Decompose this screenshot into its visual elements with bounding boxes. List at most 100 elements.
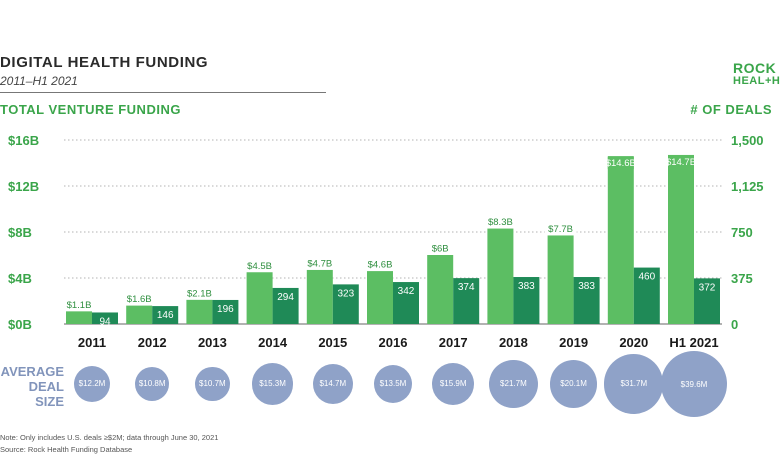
deals-data-label: 323 [337,288,354,299]
deals-data-label: 374 [458,282,475,293]
right-tick-label: 1,125 [731,179,764,194]
category-label: 2017 [439,335,468,350]
right-tick-label: 0 [731,317,738,332]
funding-data-label: $1.1B [67,300,92,311]
chart-title: DIGITAL HEALTH FUNDING [0,54,209,71]
funding-bar [126,305,153,324]
funding-bar [186,299,213,324]
funding-data-label: $1.6B [127,294,152,305]
deals-data-label: 196 [217,304,234,315]
avg-deal-size-bubble: $31.7M [604,354,664,414]
funding-chart: $0B $4B $8B $12B $16B 0 375 750 1,125 1,500 $1.1B 9… [8,133,764,350]
right-tick-label: 1,500 [731,133,764,148]
category-label: 2020 [619,335,648,350]
deals-bar [453,278,480,324]
funding-label-bg [484,215,517,228]
logo-text-bottom: HEAL+H [733,75,780,87]
left-tick-label: $8B [8,225,32,240]
avg-deal-size-bubble: $21.7M [488,359,538,409]
funding-data-label: $4.6B [368,260,393,271]
deals-bar [152,306,179,324]
funding-data-label: $8.3B [488,217,513,228]
funding-data-label: $4.5B [247,261,272,272]
funding-label-bg [424,242,457,254]
funding-bar [427,255,454,324]
avg-deal-size-bubble: $14.7M [312,363,353,405]
category-label: 2014 [258,335,288,350]
category-label: 2015 [318,335,347,350]
avg-label-line-1: AVERAGE [0,364,64,379]
deals-bar [272,287,299,324]
right-tick-label: 375 [731,271,753,286]
funding-label-bg [607,157,634,170]
avg-deal-size-bubble: $39.6M [661,351,727,417]
funding-bar [487,228,514,324]
avg-deal-size-bubble: $10.8M [134,366,170,402]
funding-label-bg [63,298,95,311]
deals-bar [633,267,660,324]
funding-data-label: $6B [432,244,449,255]
avg-deal-size-bubble: $15.3M [252,363,294,405]
avg-deal-size-bubble: $10.7M [195,366,230,402]
funding-label-bg [243,259,276,272]
deals-data-label: 383 [518,281,535,292]
deals-data-label: 342 [398,286,415,297]
funding-data-label: $4.7B [307,258,332,269]
funding-label-bg [183,286,216,299]
deals-bar [694,278,720,324]
footnote: Note: Only includes U.S. deals ≥$2M; dat… [0,433,219,442]
avg-deal-size-bubble: $15.9M [432,363,475,405]
funding-bar [607,156,634,324]
chart-subtitle: 2011–H1 2021 [0,74,78,88]
avg-deal-size-bubble: $13.5M [373,364,413,404]
funding-bar [66,311,92,324]
category-label: 2019 [559,335,588,350]
title-divider [0,92,326,93]
funding-bar [668,154,694,324]
category-label: H1 2021 [669,335,718,350]
deals-data-label: 294 [277,292,294,303]
deals-bar [92,312,118,324]
deals-data-label: 460 [638,272,655,283]
avg-deal-size-bubble: $12.2M [73,365,111,403]
deals-bar [332,284,359,324]
deals-data-label: 383 [578,281,595,292]
left-axis-title: TOTAL VENTURE FUNDING [0,102,181,117]
category-label: 2016 [379,335,408,350]
deals-bar [212,299,239,324]
funding-data-label: $2.1B [187,288,212,299]
right-axis-title: # OF DEALS [690,102,772,117]
source-note: Source: Rock Health Funding Database [0,445,133,454]
funding-data-label: $14.6B [606,158,636,169]
logo-text-top: ROCK [733,60,777,76]
right-tick-label: 750 [731,225,753,240]
deals-bar [513,277,540,324]
category-label: 2011 [78,335,106,350]
funding-label-bg [123,292,156,305]
category-label: 2012 [138,335,167,350]
avg-label-line-2: DEAL [28,379,64,394]
funding-data-label: $7.7B [548,224,573,235]
deals-data-label: 146 [157,310,174,321]
funding-bar [367,271,393,324]
deals-data-label: 94 [99,316,111,327]
funding-label-bg [544,222,577,235]
left-tick-label: $0B [8,317,32,332]
deals-bar [393,282,419,324]
avg-deal-size-bubble: $20.1M [550,360,598,408]
funding-bar [306,269,333,324]
funding-bar [547,235,574,324]
average-deal-size-label: AVERAGE DEAL SIZE [0,364,64,409]
avg-label-line-3: SIZE [35,394,64,409]
funding-bar [246,272,273,324]
funding-label-bg [303,256,336,269]
funding-label-bg [364,258,396,271]
category-label: 2013 [198,335,227,350]
funding-data-label: $14.7B [666,157,696,168]
deals-bar [573,277,600,324]
left-tick-label: $12B [8,179,39,194]
left-tick-label: $16B [8,133,39,148]
deals-data-label: 372 [699,282,716,293]
funding-label-bg [668,155,694,168]
category-label: 2018 [499,335,528,350]
